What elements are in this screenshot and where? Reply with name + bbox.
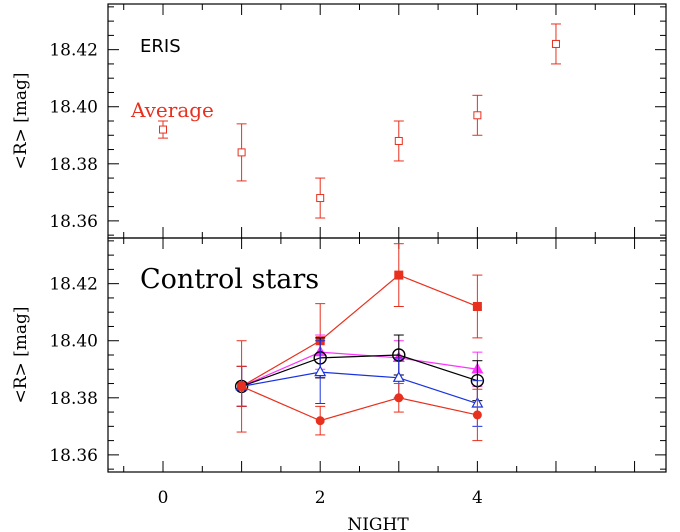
series-line — [241, 351, 478, 387]
series-line — [241, 371, 478, 405]
x-tick-label: 0 — [158, 488, 169, 508]
series-line — [241, 274, 478, 387]
series-line — [241, 354, 478, 387]
x-tick-label: 2 — [315, 488, 326, 508]
data-point — [394, 393, 404, 403]
x-tick-label: 4 — [472, 488, 483, 508]
data-point — [394, 270, 404, 280]
object-label: ERIS — [140, 36, 181, 57]
top-y-axis-title: <R> [mag] — [11, 72, 31, 169]
y-tick-label: 18.42 — [49, 275, 98, 295]
data-point — [237, 148, 246, 157]
data-point — [316, 194, 325, 203]
series-layer — [158, 23, 561, 442]
data-point — [551, 39, 560, 48]
data-series — [234, 334, 485, 407]
y-tick-label: 18.40 — [49, 98, 98, 118]
data-series — [236, 365, 483, 442]
axis-ticks — [108, 4, 666, 472]
data-point — [314, 365, 327, 377]
data-point — [472, 410, 482, 420]
y-tick-label: 18.36 — [49, 212, 98, 232]
data-series — [158, 23, 561, 219]
data-point — [392, 371, 405, 382]
x-axis-title: NIGHT — [347, 515, 409, 532]
tick-labels: 18.36 18.38 18.40 18.42 18.36 18.38 18.40 18.42… — [49, 41, 482, 508]
y-tick-label: 18.36 — [49, 446, 98, 466]
data-point — [394, 136, 403, 145]
data-point — [159, 125, 168, 134]
control-stars-label: Control stars — [140, 264, 319, 295]
average-label: Average — [130, 98, 214, 122]
y-tick-label: 18.38 — [49, 155, 98, 175]
y-tick-label: 18.42 — [49, 41, 98, 61]
series-line — [241, 385, 478, 422]
data-point — [237, 381, 247, 391]
data-series — [235, 340, 484, 427]
data-point — [473, 111, 482, 120]
y-tick-label: 18.40 — [49, 332, 98, 352]
y-tick-label: 18.38 — [49, 389, 98, 409]
bottom-y-axis-title: <R> [mag] — [11, 306, 31, 403]
data-point — [472, 301, 482, 311]
data-point — [315, 416, 325, 426]
